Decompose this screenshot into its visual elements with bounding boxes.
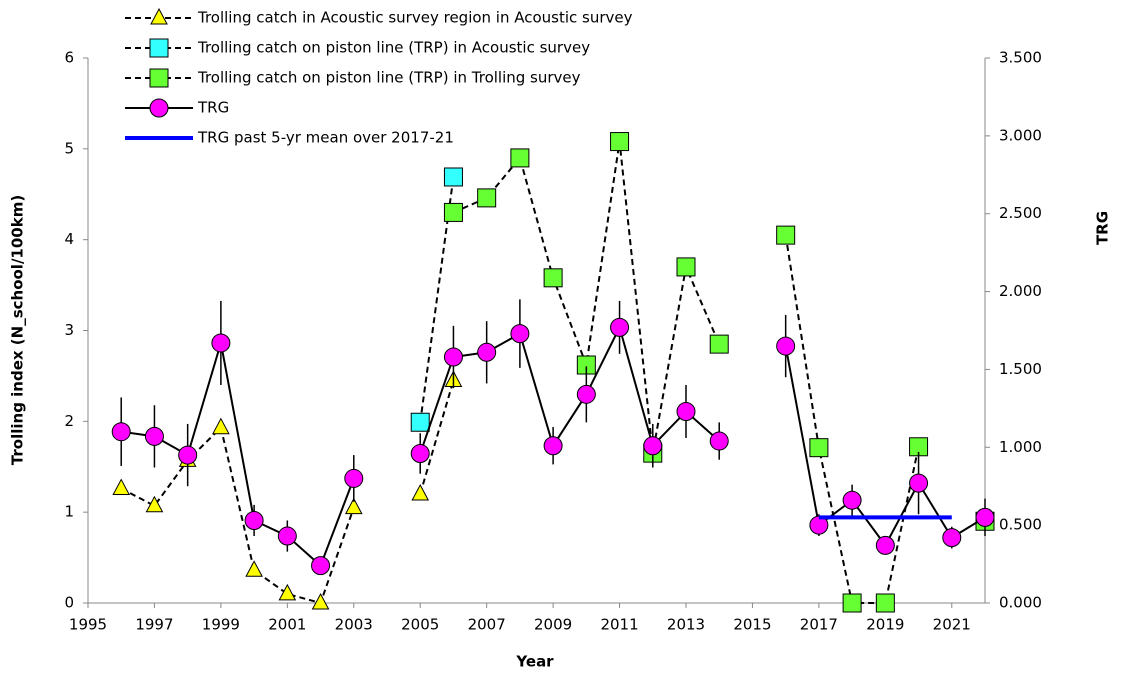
data-point bbox=[344, 468, 364, 488]
y-tick-label: 5 bbox=[64, 139, 74, 157]
y2-tick-label: 3.500 bbox=[999, 49, 1042, 67]
data-point bbox=[842, 593, 862, 613]
data-point bbox=[576, 384, 596, 404]
data-point bbox=[344, 497, 363, 515]
y2-tick-label: 2.000 bbox=[999, 282, 1042, 300]
legend-marker bbox=[149, 38, 169, 58]
x-tick-label: 2007 bbox=[468, 616, 506, 634]
y-axis-label: Trolling index (N_school/100km) bbox=[9, 195, 27, 465]
data-point bbox=[311, 592, 330, 610]
legend-label: TRG bbox=[197, 99, 229, 117]
legend-label: TRG past 5-yr mean over 2017-21 bbox=[197, 129, 454, 147]
data-point bbox=[178, 445, 198, 465]
x-tick-label: 1999 bbox=[202, 616, 240, 634]
series-line bbox=[419, 176, 455, 423]
x-tick-label: 2011 bbox=[600, 616, 638, 634]
y-tick-label: 1 bbox=[64, 503, 74, 521]
series-line bbox=[453, 142, 985, 603]
y-tick-label: 2 bbox=[64, 412, 74, 430]
data-point bbox=[776, 225, 796, 245]
data-point bbox=[643, 436, 663, 456]
data-point bbox=[709, 431, 729, 451]
data-point bbox=[676, 257, 696, 277]
data-point bbox=[510, 324, 530, 344]
data-point bbox=[211, 333, 231, 353]
data-point bbox=[477, 342, 497, 362]
y2-tick-label: 1.500 bbox=[999, 360, 1042, 378]
y-tick-label: 3 bbox=[64, 321, 74, 339]
y2-tick-label: 0.500 bbox=[999, 516, 1042, 534]
y-tick-label: 6 bbox=[64, 49, 74, 67]
x-tick-label: 1997 bbox=[135, 616, 173, 634]
data-point bbox=[278, 583, 297, 601]
x-tick-label: 1995 bbox=[69, 616, 107, 634]
y2-tick-label: 2.500 bbox=[999, 204, 1042, 222]
data-point bbox=[543, 268, 563, 288]
data-point bbox=[311, 556, 331, 576]
data-point bbox=[212, 417, 230, 435]
data-point bbox=[975, 507, 995, 527]
y2-tick-label: 3.000 bbox=[999, 126, 1042, 144]
data-point bbox=[277, 526, 297, 546]
x-tick-label: 2017 bbox=[800, 616, 838, 634]
x-tick-label: 2021 bbox=[933, 616, 971, 634]
data-point bbox=[410, 444, 430, 464]
legend-label: Trolling catch on piston line (TRP) in T… bbox=[197, 69, 581, 87]
data-point bbox=[676, 401, 696, 421]
data-point bbox=[477, 188, 497, 208]
x-tick-label: 2003 bbox=[335, 616, 373, 634]
data-point bbox=[510, 148, 530, 168]
data-point bbox=[244, 510, 264, 530]
data-point bbox=[809, 438, 829, 458]
data-point bbox=[443, 167, 463, 187]
data-point bbox=[411, 483, 430, 501]
legend-label: Trolling catch in Acoustic survey region… bbox=[197, 9, 633, 27]
data-point bbox=[443, 347, 463, 367]
series-line bbox=[120, 380, 455, 605]
legend-label: Trolling catch on piston line (TRP) in A… bbox=[197, 39, 590, 57]
data-point bbox=[709, 334, 729, 354]
x-tick-label: 2013 bbox=[667, 616, 705, 634]
data-point bbox=[111, 422, 131, 442]
data-point bbox=[610, 132, 630, 152]
data-point bbox=[245, 560, 263, 577]
legend-marker bbox=[149, 68, 169, 88]
data-point bbox=[145, 495, 164, 513]
data-point bbox=[942, 528, 962, 548]
data-point bbox=[776, 336, 796, 356]
data-point bbox=[875, 535, 895, 555]
y2-axis-label: TRG bbox=[1094, 211, 1112, 245]
x-tick-label: 2009 bbox=[534, 616, 572, 634]
data-point bbox=[112, 478, 131, 496]
y-tick-label: 4 bbox=[64, 230, 74, 248]
y-tick-label: 0 bbox=[64, 594, 74, 612]
x-tick-label: 2005 bbox=[401, 616, 439, 634]
y2-tick-label: 1.000 bbox=[999, 438, 1042, 456]
y2-tick-label: 0.000 bbox=[999, 594, 1042, 612]
x-tick-label: 2019 bbox=[866, 616, 904, 634]
x-axis-label: Year bbox=[515, 653, 554, 671]
data-point bbox=[543, 436, 563, 456]
data-point bbox=[875, 593, 895, 613]
x-tick-label: 2015 bbox=[733, 616, 771, 634]
legend-marker bbox=[149, 98, 169, 118]
legend-marker bbox=[150, 7, 168, 25]
data-point bbox=[842, 490, 862, 510]
data-point bbox=[410, 412, 430, 432]
x-tick-label: 2001 bbox=[268, 616, 306, 634]
data-point bbox=[909, 473, 929, 493]
data-point bbox=[443, 202, 463, 222]
data-point bbox=[610, 317, 630, 337]
data-point bbox=[144, 426, 164, 446]
